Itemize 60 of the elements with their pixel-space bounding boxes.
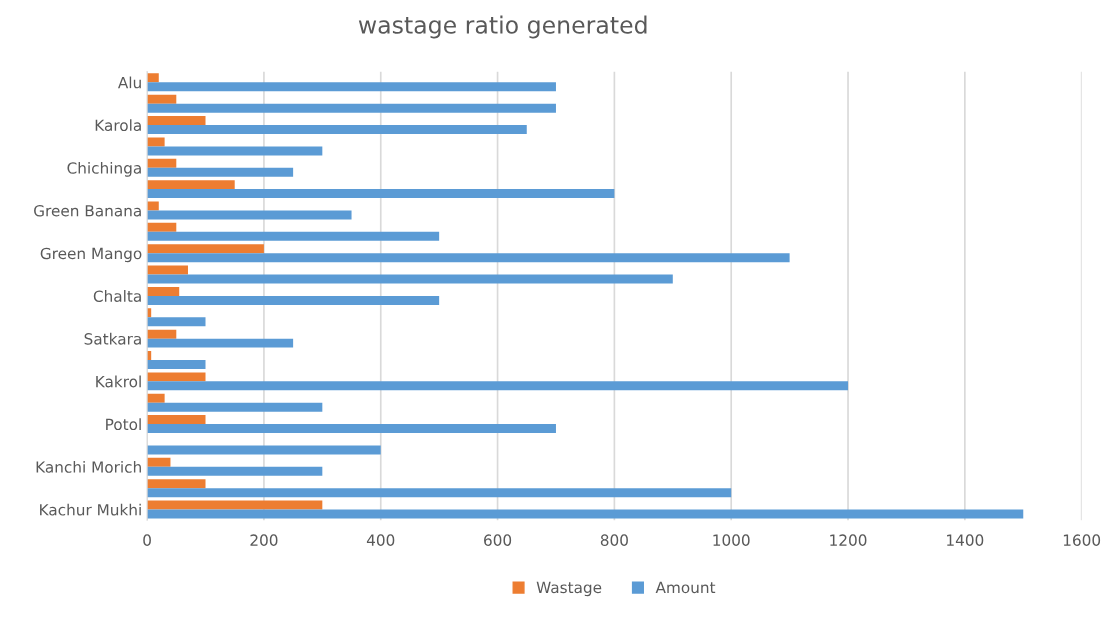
- bar: [147, 466, 323, 476]
- bar: [147, 415, 206, 425]
- y-tick-label: Green Mango: [40, 247, 142, 263]
- x-tick-label: 1200: [830, 534, 867, 546]
- x-tick-label: 200: [250, 534, 278, 546]
- bar: [147, 167, 294, 177]
- legend-label: Wastage: [536, 581, 602, 597]
- chart-title: wastage ratio generated: [358, 15, 647, 39]
- bar: [147, 402, 323, 412]
- y-tick-label: Kakrol: [96, 375, 141, 388]
- bar: [147, 210, 352, 220]
- x-tick-label: 1400: [947, 534, 984, 546]
- bar: [147, 329, 177, 339]
- bar: [147, 338, 294, 348]
- y-tick-label: Satkara: [84, 332, 141, 345]
- bar: [147, 295, 440, 305]
- bar: [147, 274, 673, 284]
- bar: [147, 103, 556, 113]
- bar: [147, 393, 165, 403]
- bar: [147, 94, 177, 104]
- bar: [147, 265, 188, 275]
- bar: [147, 286, 180, 296]
- bar: [147, 231, 440, 241]
- bar: [147, 381, 849, 391]
- bar: [147, 500, 323, 510]
- y-tick-label: Alu: [117, 76, 141, 89]
- y-tick-label: Green Banana: [34, 204, 141, 217]
- bar: [147, 317, 206, 327]
- bar: [147, 125, 527, 135]
- bar: [147, 146, 323, 156]
- bar: [147, 244, 264, 254]
- bar: [147, 116, 206, 126]
- bar: [147, 82, 556, 92]
- bar: [147, 73, 159, 83]
- y-tick-label: Potol: [106, 418, 141, 431]
- bar: [147, 488, 732, 498]
- y-tick-label: Chalta: [93, 290, 141, 302]
- x-tick-label: 400: [366, 534, 395, 546]
- y-tick-label: Chichinga: [67, 161, 141, 177]
- legend-label: Amount: [655, 581, 716, 594]
- x-tick-label: 1600: [1063, 534, 1101, 546]
- bar: [147, 424, 556, 434]
- bar: [147, 372, 206, 382]
- bar: [147, 137, 165, 147]
- bar: [147, 158, 177, 168]
- x-tick-label: 800: [600, 534, 628, 546]
- bar: [147, 360, 206, 369]
- bar: [147, 189, 615, 199]
- y-tick-label: Kachur Mukhi: [40, 503, 141, 516]
- y-tick-label: Kanchi Morich: [36, 461, 141, 473]
- bar: [147, 457, 171, 467]
- x-tick-label: 1000: [713, 534, 750, 546]
- bar: [147, 180, 235, 190]
- bar: [147, 253, 790, 263]
- bar: [147, 222, 177, 232]
- x-tick-label: 0: [143, 534, 151, 546]
- bar: [147, 445, 381, 455]
- y-tick-label: Karola: [95, 119, 141, 132]
- x-tick-label: 600: [484, 534, 512, 546]
- bar: [147, 479, 206, 489]
